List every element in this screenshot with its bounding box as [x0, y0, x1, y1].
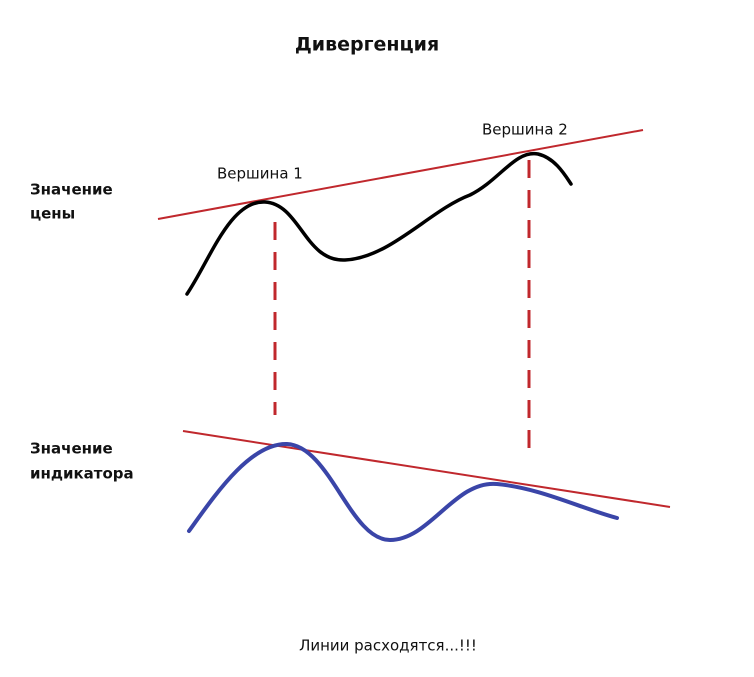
- indicator-label: Значение: [30, 440, 113, 458]
- price-label: цены: [30, 205, 75, 223]
- indicator-curve: [187, 441, 619, 543]
- peak-label: Вершина 1: [217, 165, 303, 183]
- footer: Линии расходятся...!!!: [299, 637, 477, 655]
- peak-label: Вершина 2: [482, 121, 568, 139]
- indicator-label: индикатора: [30, 465, 134, 483]
- title: Дивергенция: [295, 34, 439, 56]
- price-trend-line: [157, 129, 644, 220]
- price-label: Значение: [30, 181, 113, 199]
- indicator-trend-line: [182, 430, 671, 508]
- price-curve: [185, 152, 573, 296]
